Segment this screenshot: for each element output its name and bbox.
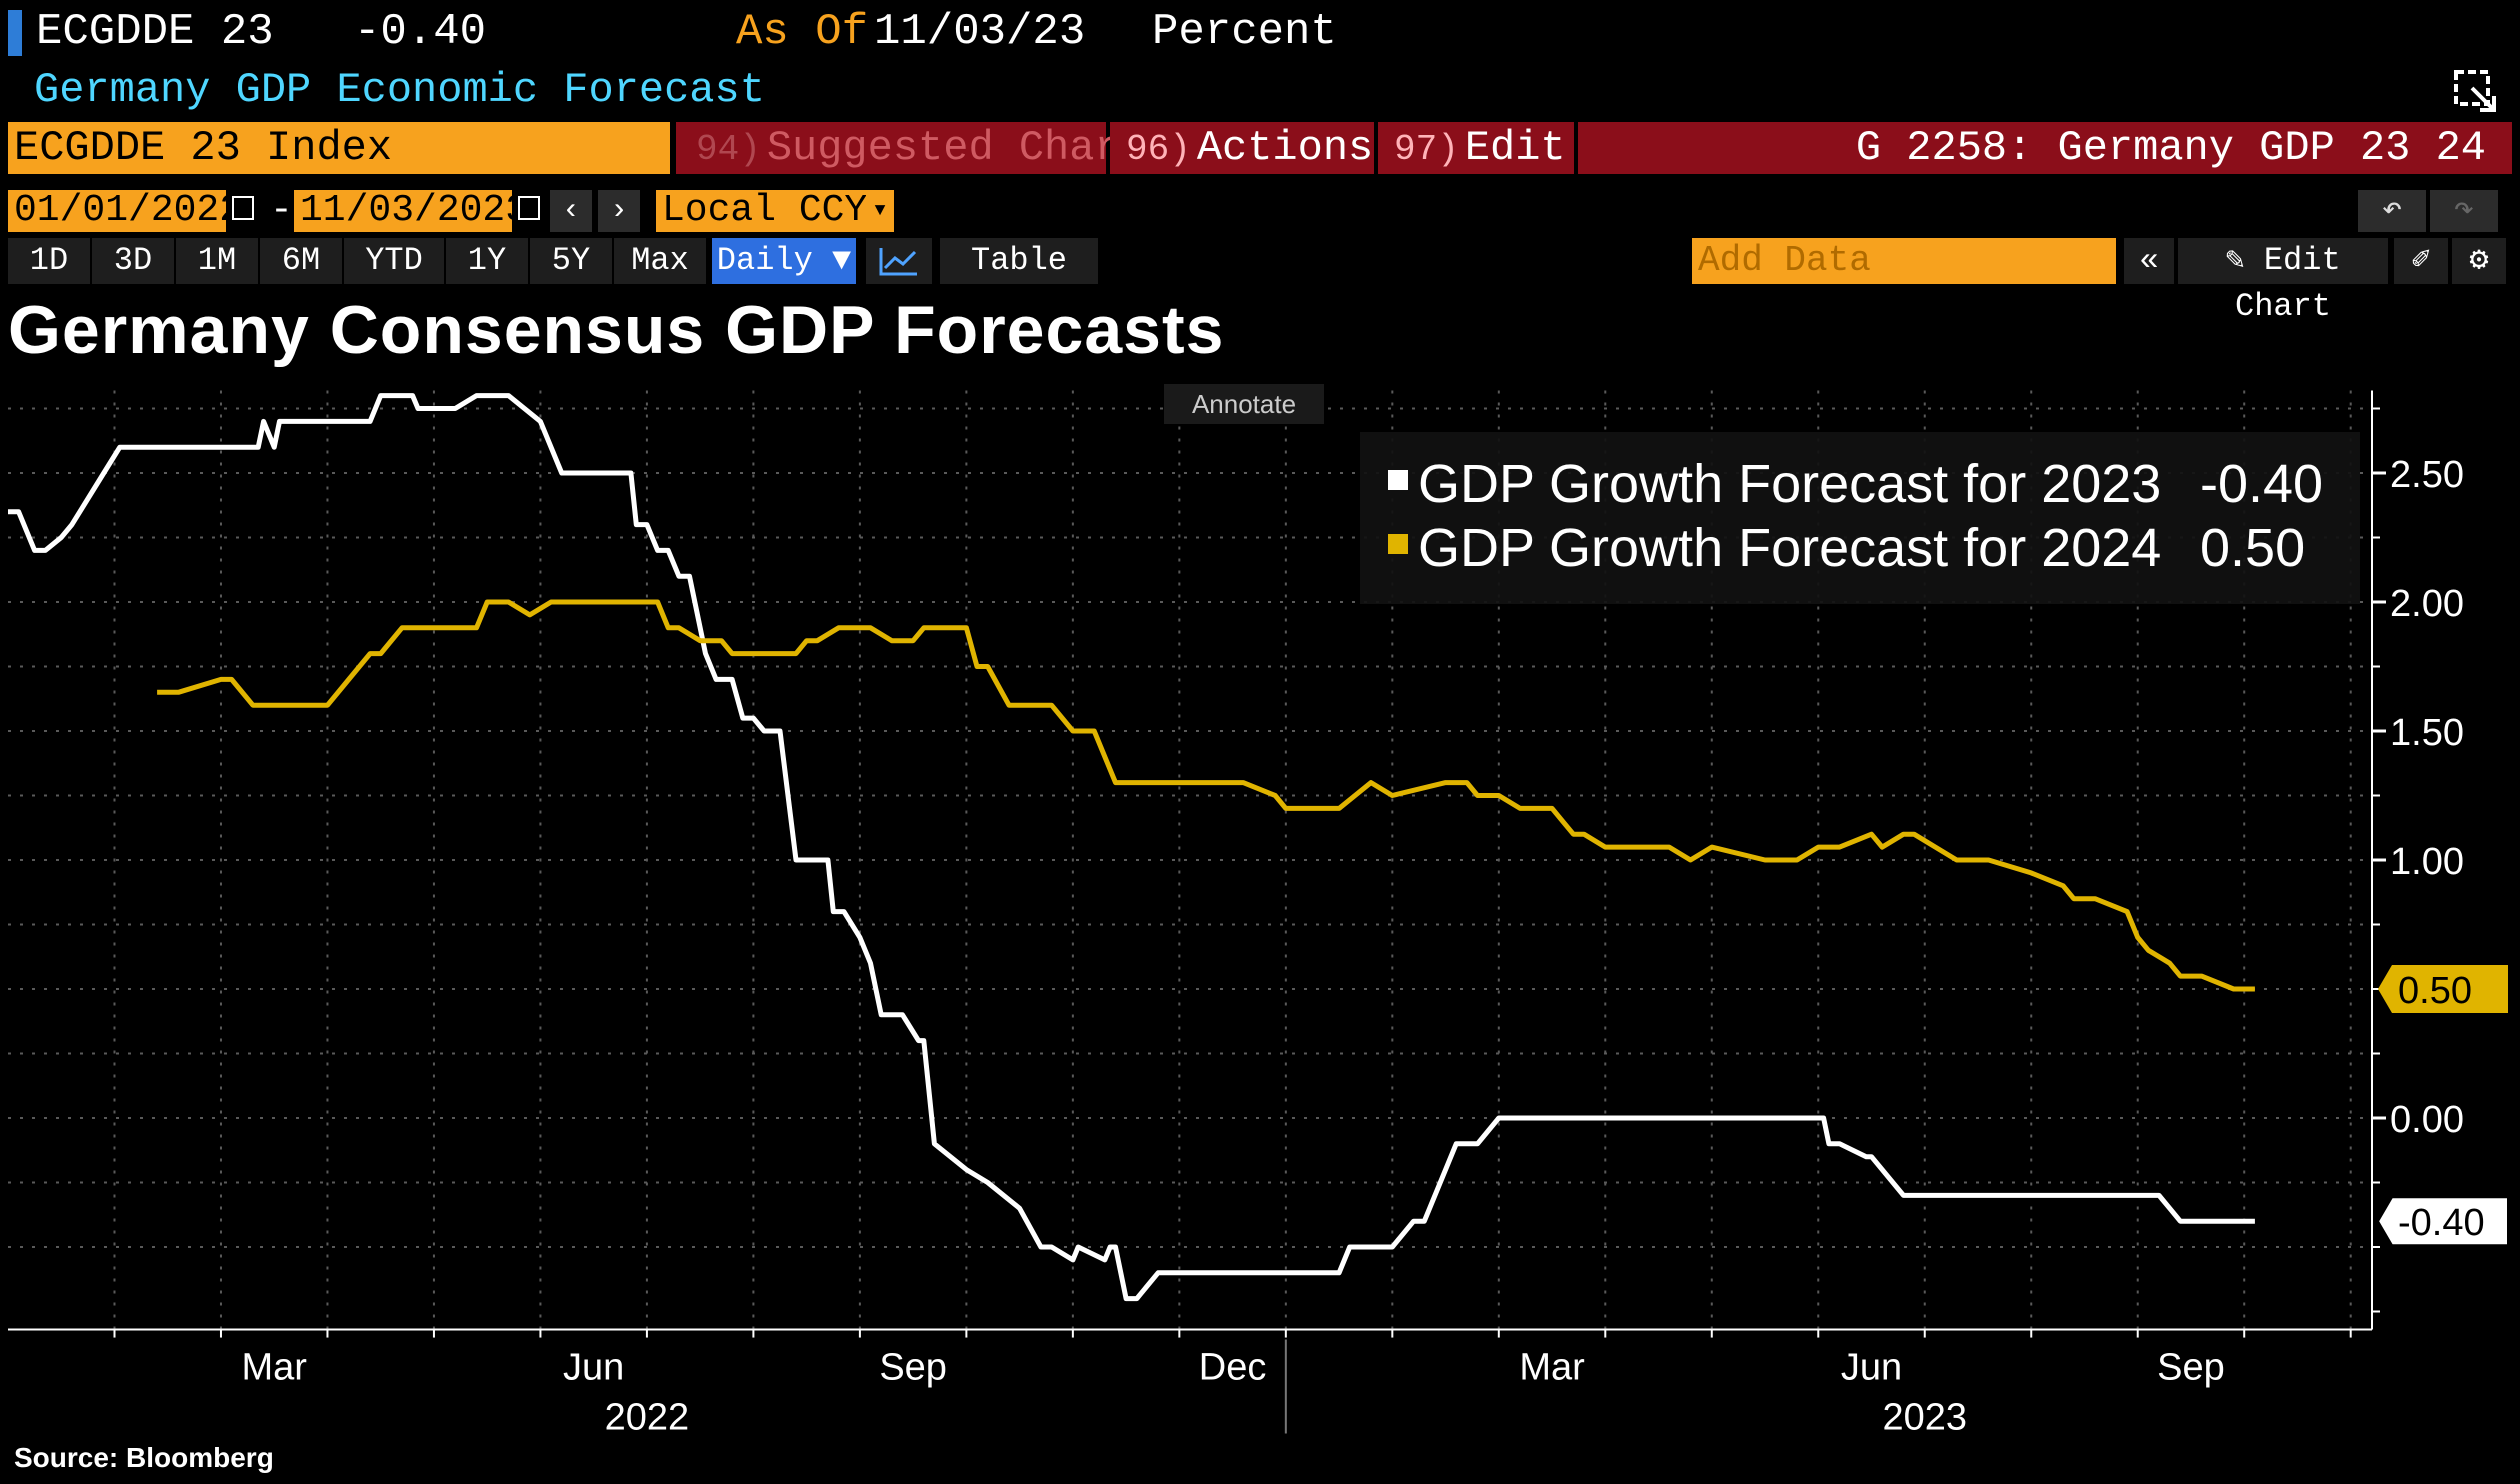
add-data-input[interactable]: Add Data xyxy=(1692,238,2116,284)
edit-chart-label: Edit Chart xyxy=(2234,242,2341,325)
as-of-label: As Of xyxy=(736,7,869,57)
chart-title: Germany Consensus GDP Forecasts xyxy=(8,292,1225,368)
popout-icon[interactable] xyxy=(2452,68,2500,116)
legend-label: GDP Growth Forecast for 2023 xyxy=(1418,454,2161,514)
ticker-marker xyxy=(8,10,22,56)
calendar-icon[interactable] xyxy=(518,196,540,220)
last-value-tag xyxy=(2376,1196,2509,1247)
range-ytd-button[interactable]: YTD xyxy=(344,238,444,284)
legend-label: GDP Growth Forecast for 2024 xyxy=(1418,518,2161,578)
undo-icon[interactable]: ↶ xyxy=(2358,190,2426,232)
legend-value: 0.50 xyxy=(2200,518,2305,578)
currency-select[interactable]: Local CCY xyxy=(656,190,867,232)
year-label: 2022 xyxy=(605,1397,690,1439)
security-field[interactable]: ECGDDE 23 Index xyxy=(8,122,670,174)
legend-swatch xyxy=(1388,534,1408,554)
suggested-label: Suggested Charts xyxy=(766,124,1171,172)
actions-number: 96) xyxy=(1126,129,1191,171)
suggested-charts-button[interactable]: 94) Suggested Charts xyxy=(676,122,1170,174)
last-value: -0.40 xyxy=(354,7,487,57)
chevron-left-icon[interactable]: ‹ xyxy=(550,190,592,232)
start-date-input[interactable]: 01/01/2022 xyxy=(8,190,242,232)
draw-tool-icon[interactable]: ✐ xyxy=(2394,238,2448,284)
description-row: Germany GDP Economic Forecast xyxy=(0,62,2520,118)
date-range-toolbar: 01/01/2022 - 11/03/2023 ‹ › Local CCY ▼ … xyxy=(0,186,2520,236)
x-tick-label: Dec xyxy=(1199,1347,1267,1389)
function-toolbar: ECGDDE 23 Index 94) Suggested Charts 96) A… xyxy=(0,118,2520,176)
annotate-label: Annotate xyxy=(1191,389,1297,419)
end-date-input[interactable]: 11/03/2023 xyxy=(294,190,528,232)
range-1d-button[interactable]: 1D xyxy=(8,238,90,284)
frequency-select[interactable]: Daily ▼ xyxy=(712,238,856,284)
chart-id-label: G 2258: Germany GDP 23 24 xyxy=(1578,122,2512,174)
date-separator: - xyxy=(270,189,293,232)
range-6m-button[interactable]: 6M xyxy=(260,238,342,284)
y-tick-label: 2.00 xyxy=(2390,583,2464,625)
y-tick-label: 1.50 xyxy=(2390,712,2464,754)
range-toolbar: 1D 3D 1M 6M YTD 1Y 5Y Max Daily ▼ Table … xyxy=(0,236,2520,325)
last-value-tag xyxy=(2378,965,2508,1013)
y-tick-label: 0.00 xyxy=(2390,1099,2464,1141)
x-tick-label: Mar xyxy=(241,1347,307,1389)
suggested-number: 94) xyxy=(696,129,761,170)
annotate-button[interactable]: Annotate xyxy=(1164,384,1324,424)
security-header: ECGDDE 23 -0.40 As Of 11/03/23 Percent xyxy=(0,0,2520,64)
x-tick-label: Jun xyxy=(563,1347,624,1389)
pencil-icon: ✎ xyxy=(2225,242,2245,279)
legend-box xyxy=(1360,432,2360,604)
range-1y-button[interactable]: 1Y xyxy=(446,238,528,284)
chevron-down-icon[interactable]: ▼ xyxy=(866,190,894,232)
actions-menu-button[interactable]: 96)Actions▼ xyxy=(1110,122,1403,174)
source-label: Source: Bloomberg xyxy=(14,1442,274,1473)
edit-menu-button[interactable]: 97)Edit▼ xyxy=(1378,122,1595,174)
x-tick-label: Sep xyxy=(2157,1347,2225,1389)
legend-swatch xyxy=(1388,470,1408,490)
chevron-right-icon[interactable]: › xyxy=(598,190,640,232)
series-line-1 xyxy=(8,393,2255,1302)
y-tick-label: 1.00 xyxy=(2390,841,2464,883)
gear-icon[interactable]: ⚙ xyxy=(2452,238,2506,284)
security-description: Germany GDP Economic Forecast xyxy=(34,66,765,114)
actions-label: Actions xyxy=(1196,124,1374,173)
last-value-label: -0.40 xyxy=(2398,1202,2485,1244)
redo-icon[interactable]: ↷ xyxy=(2430,190,2498,232)
collapse-icon[interactable]: « xyxy=(2124,238,2174,284)
x-tick-label: Jun xyxy=(1841,1347,1902,1389)
x-tick-label: Sep xyxy=(879,1347,947,1389)
line-chart: 2.50 2.00 1.50 1.00 0.00 Mar Jun Sep Dec Mar Jun Se… xyxy=(8,390,2509,1439)
ticker-symbol: ECGDDE 23 xyxy=(36,7,274,57)
edit-label: Edit xyxy=(1464,124,1566,173)
range-1m-button[interactable]: 1M xyxy=(176,238,258,284)
line-chart-icon[interactable] xyxy=(866,238,932,284)
y-tick-label: 2.50 xyxy=(2390,454,2464,496)
range-5y-button[interactable]: 5Y xyxy=(530,238,612,284)
edit-number: 97) xyxy=(1394,129,1459,171)
year-label: 2023 xyxy=(1882,1397,1967,1439)
last-value-label: 0.50 xyxy=(2398,970,2472,1012)
table-button[interactable]: Table xyxy=(940,238,1098,284)
series-line-2 xyxy=(157,599,2255,992)
as-of-date: 11/03/23 xyxy=(874,7,1086,57)
range-3d-button[interactable]: 3D xyxy=(92,238,174,284)
x-tick-label: Mar xyxy=(1519,1347,1585,1389)
edit-chart-button[interactable]: ✎ Edit Chart xyxy=(2178,238,2388,325)
units-label: Percent xyxy=(1152,7,1337,57)
calendar-icon[interactable] xyxy=(232,196,254,220)
legend-value: -0.40 xyxy=(2200,454,2323,514)
range-max-button[interactable]: Max xyxy=(614,238,706,284)
